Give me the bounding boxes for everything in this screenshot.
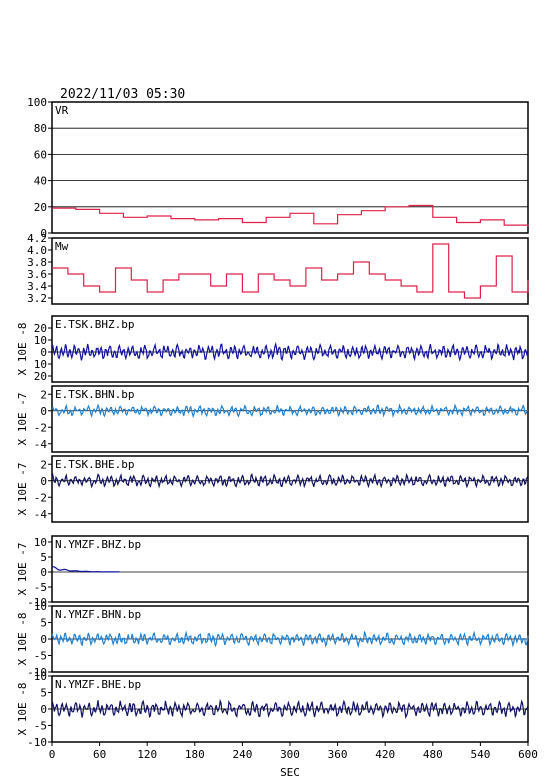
series-line: [52, 341, 529, 362]
y-tick-label: 20: [34, 370, 47, 383]
y-tick-label: -4: [34, 508, 48, 521]
panel-frame: [51, 385, 529, 453]
y-tick-label: -2: [34, 491, 47, 504]
series-line: [51, 566, 120, 573]
panel-6: 10 5 0 -5 -10 N.YMZF.BHZ.bp X 10E -7: [16, 535, 529, 609]
x-tick-label: 0: [49, 748, 56, 761]
panel-label: E.TSK.BHE.bp: [55, 458, 134, 471]
series-line: [51, 472, 529, 489]
y-tick-label: 80: [34, 122, 47, 135]
y-tick-label: 20: [34, 201, 47, 214]
series-line: [51, 630, 529, 649]
y-tick-label: 0: [40, 633, 47, 646]
y-axis-label: X 10E -8: [16, 323, 29, 376]
y-axis-label: X 10E -8: [16, 683, 29, 736]
x-tick-label: 240: [232, 748, 252, 761]
y-tick-label: 5: [40, 551, 47, 564]
y-tick-label: -5: [34, 581, 47, 594]
panel-2: 3.23.43.63.84.04.2 Mw: [27, 232, 529, 305]
y-tick-label: 0: [40, 346, 47, 359]
panels: 020406080100VR3.23.43.63.84.04.2Mw201001…: [16, 96, 529, 749]
x-tick-label: 540: [470, 748, 490, 761]
y-axis-label: X 10E -8: [16, 613, 29, 666]
panel-label: Mw: [55, 240, 69, 253]
y-tick-label: 0: [40, 405, 47, 418]
figure-title: 2022/11/03 05:30: [60, 87, 185, 102]
y-tick-label: 40: [34, 175, 47, 188]
panel-label: N.YMZF.BHE.bp: [55, 678, 141, 691]
panel-label: E.TSK.BHZ.bp: [55, 318, 134, 331]
x-axis-label: SEC: [280, 766, 300, 779]
y-tick-label: 0: [40, 227, 47, 240]
x-tick-label: 420: [375, 748, 395, 761]
panel-7: 10 5 0 -5 -10 N.YMZF.BHN.bp X 10E -8: [16, 600, 529, 679]
panel-label: E.TSK.BHN.bp: [55, 388, 134, 401]
y-tick-label: 3.6: [27, 268, 47, 281]
y-tick-label: 2: [40, 388, 47, 401]
x-tick-label: 60: [93, 748, 106, 761]
y-axis-label: X 10E -7: [16, 543, 29, 596]
y-tick-label: -4: [34, 438, 48, 451]
y-tick-label: 5: [40, 617, 47, 630]
y-tick-label: 0: [40, 475, 47, 488]
x-tick-label: 480: [423, 748, 443, 761]
panel-4: 2 0 -2 -4 E.TSK.BHN.bp X 10E -7: [16, 385, 529, 453]
panel-1: 0 20 40 60 80 100 VR: [27, 96, 529, 240]
panel-frame: [51, 535, 529, 603]
y-tick-label: 2: [40, 458, 47, 471]
y-tick-label: 10: [34, 536, 47, 549]
y-tick-label: 10: [34, 600, 47, 613]
y-tick-label: 0: [40, 703, 47, 716]
panel-frame: [51, 455, 529, 523]
y-tick-label: 100: [27, 96, 47, 109]
panel-label: N.YMZF.BHZ.bp: [55, 538, 141, 551]
x-tick-label: 120: [137, 748, 157, 761]
panel-frame: [51, 315, 529, 383]
panel-frame: [51, 237, 529, 305]
series-line: [52, 204, 529, 227]
x-tick-label: 300: [280, 748, 300, 761]
panel-label: VR: [55, 104, 69, 117]
y-tick-label: 3.4: [27, 280, 47, 293]
y-tick-label: 60: [34, 148, 47, 161]
y-tick-label: 10: [34, 670, 47, 683]
y-tick-label: 4.2: [27, 232, 47, 245]
y-tick-label: 5: [40, 687, 47, 700]
y-tick-label: -5: [34, 720, 47, 733]
x-tick-label: 600: [518, 748, 538, 761]
y-tick-label: 0: [40, 566, 47, 579]
panel-5: 2 0 -2 -4 E.TSK.BHE.bp X 10E -7: [16, 455, 529, 523]
y-axis-label: X 10E -7: [16, 393, 29, 446]
y-tick-label: 4.0: [27, 244, 47, 257]
y-tick-label: 10: [34, 358, 47, 371]
y-tick-label: 10: [34, 334, 47, 347]
y-axis-label: X 10E -7: [16, 463, 29, 516]
y-tick-label: -5: [34, 650, 47, 663]
x-tick-label: 360: [328, 748, 348, 761]
panel-label: N.YMZF.BHN.bp: [55, 608, 141, 621]
panel-8: 10 5 0 -5 -10 N.YMZF.BHE.bp X 10E -8: [16, 670, 529, 749]
x-tick-label: 180: [185, 748, 205, 761]
panel-frame: [51, 101, 529, 234]
y-tick-label: -10: [27, 666, 47, 679]
series-line: [51, 403, 529, 419]
y-tick-label: -10: [27, 596, 47, 609]
y-tick-label: 3.2: [27, 292, 47, 305]
y-tick-label: -10: [27, 736, 47, 749]
x-axis: 0 60 120 180 240 300 360 420 480 540 600: [49, 742, 538, 761]
y-tick-label: -2: [34, 421, 47, 434]
series-line: [52, 243, 529, 299]
series-line: [51, 698, 529, 720]
y-tick-label: 3.8: [27, 256, 47, 269]
y-tick-label: 20: [34, 322, 47, 335]
